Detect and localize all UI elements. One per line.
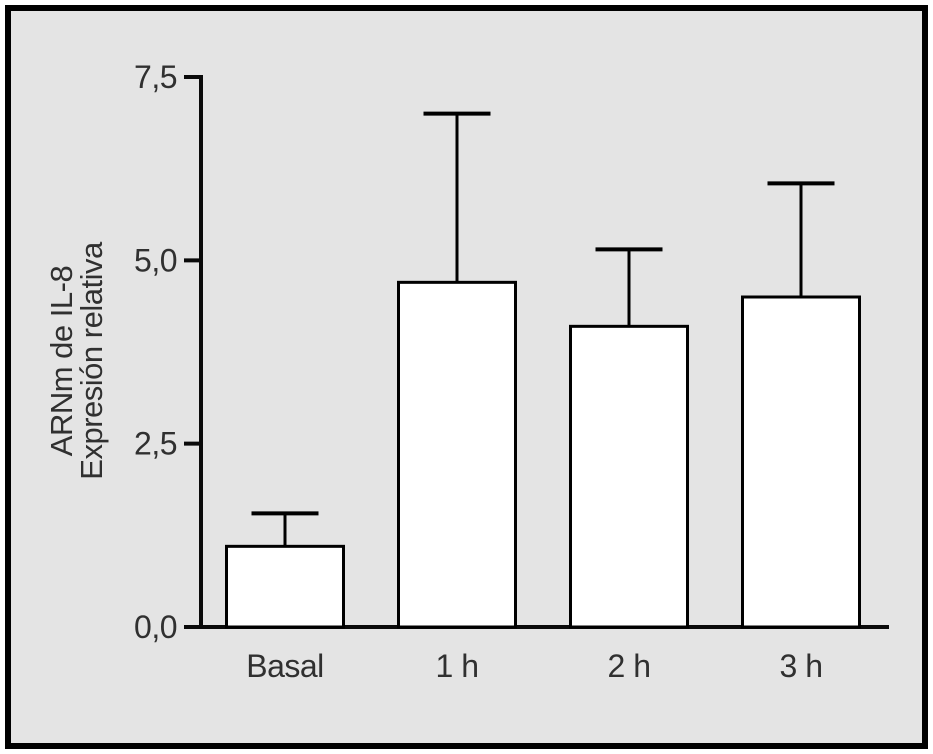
x-category-label: Basal xyxy=(246,648,324,684)
x-category-label: 3 h xyxy=(780,648,823,684)
x-category-label: 2 h xyxy=(608,648,651,684)
bar xyxy=(741,295,861,629)
bar xyxy=(225,544,345,629)
bar xyxy=(569,324,689,629)
y-tick-label: 7,5 xyxy=(134,59,177,95)
bar xyxy=(397,280,517,629)
y-tick-label: 2,5 xyxy=(134,426,177,462)
y-tick-label: 5,0 xyxy=(134,242,177,278)
y-tick-label: 0,0 xyxy=(134,609,177,645)
x-category-label: 1 h xyxy=(436,648,479,684)
